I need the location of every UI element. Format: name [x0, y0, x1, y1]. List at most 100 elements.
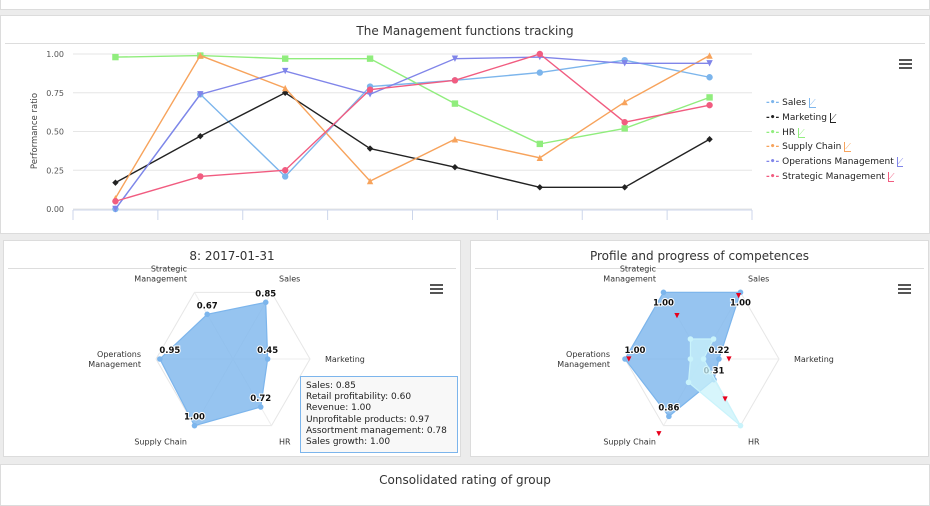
chart-title: The Management functions tracking — [356, 24, 574, 38]
label-line: Marketing — [794, 355, 834, 364]
triangle-down-marker — [366, 91, 374, 98]
tooltip-line: Assortment management: 0.78 — [306, 425, 447, 436]
y-tick-label: 0.50 — [46, 128, 64, 137]
tooltip-line: Revenue: 1.00 — [306, 403, 372, 414]
label-line: Operations — [566, 350, 610, 359]
trend-icon: ⟋ — [808, 98, 816, 108]
legend-item[interactable]: -•- Marketing ⟋ — [766, 111, 903, 126]
legend-label: Supply Chain — [782, 142, 842, 153]
data-label: 0.67 — [197, 301, 218, 311]
circle-marker — [710, 336, 717, 342]
radar-category-label: Marketing — [325, 355, 365, 364]
circle-marker — [666, 413, 672, 420]
data-label: 0.95 — [159, 346, 180, 356]
y-tick-label: 0.00 — [46, 205, 64, 214]
chart-menu-button[interactable] — [898, 284, 911, 294]
data-label: 1.00 — [625, 346, 646, 356]
tooltip: Sales: 0.85 Retail profitability: 0.60 R… — [300, 376, 458, 454]
radar-category-label: Marketing — [794, 355, 834, 364]
radar-category-label: HR — [279, 438, 291, 447]
circle-marker — [737, 422, 744, 429]
label-line: Management — [88, 360, 141, 369]
label-line: Supply Chain — [603, 438, 656, 447]
triangle-down-marker — [197, 91, 204, 98]
legend-item[interactable]: -•- HR ⟋ — [766, 126, 903, 141]
data-label: 0.85 — [255, 289, 276, 299]
legend-label: Sales — [782, 98, 807, 108]
tooltip-line: Sales growth: 1.00 — [306, 437, 391, 448]
square-marker — [536, 140, 544, 148]
label-line: HR — [279, 438, 291, 447]
data-label: 0.86 — [658, 403, 679, 413]
square-marker — [112, 53, 119, 61]
circle-marker — [281, 167, 289, 174]
legend-item[interactable]: -•- Operations Management ⟋ — [766, 155, 904, 170]
series-line — [115, 53, 710, 202]
legend-symbol: -•- — [766, 142, 780, 153]
line-chart-panel: The Management functions tracking — [0, 15, 930, 234]
circle-marker — [264, 356, 271, 362]
circle-marker — [621, 119, 628, 126]
diamond-marker — [451, 163, 459, 171]
circle-marker — [687, 336, 694, 342]
trend-icon: ⟋ — [844, 142, 851, 153]
label-line: Management — [557, 360, 610, 369]
triangle-down-marker — [726, 356, 732, 362]
triangle-down-marker — [722, 396, 728, 402]
circle-marker — [204, 311, 211, 318]
legend-item[interactable]: -•- Supply Chain ⟋ — [766, 140, 903, 155]
divider — [5, 43, 925, 44]
data-label: 0.22 — [708, 346, 729, 356]
y-tick-label: 0.75 — [46, 89, 64, 98]
label-line: Marketing — [325, 355, 365, 364]
series-line — [115, 91, 710, 189]
radar-category-label: Operations Management — [557, 350, 610, 369]
trend-icon: ⟋ — [896, 157, 904, 168]
circle-marker — [706, 101, 713, 109]
circle-marker — [366, 86, 374, 93]
panel-title: Consolidated rating of group — [379, 473, 551, 487]
square-marker — [621, 125, 628, 132]
circle-marker — [112, 198, 119, 205]
diamond-marker — [536, 184, 544, 191]
circle-marker — [257, 404, 264, 410]
legend-item[interactable]: -•- Sales ⟋ — [766, 96, 903, 111]
triangle-marker — [706, 52, 713, 59]
data-label: 1.00 — [653, 298, 674, 308]
chart-menu-button[interactable] — [430, 284, 443, 294]
radar-category-label: Operations Management — [88, 350, 141, 369]
triangle-marker — [197, 52, 204, 59]
triangle-down-marker — [735, 293, 742, 299]
chart-title: 8: 2017-01-31 — [189, 249, 275, 263]
y-tick-label: 0.25 — [46, 166, 64, 175]
trend-icon: ⟋ — [798, 127, 805, 138]
legend-symbol: -•- — [766, 98, 780, 108]
tooltip-line: Unprofitable products: 0.97 — [306, 414, 430, 425]
divider — [8, 268, 456, 269]
radar-category-label: Sales — [279, 274, 300, 283]
triangle-down-marker — [674, 313, 680, 319]
y-tick-label: 1.00 — [46, 50, 64, 59]
diamond-marker — [366, 145, 374, 152]
circle-marker — [281, 173, 289, 180]
diamond-marker — [197, 132, 204, 140]
legend-item[interactable]: -•- Strategic Management ⟋ — [766, 170, 903, 185]
circle-marker — [622, 356, 628, 362]
square-marker — [451, 100, 459, 107]
chart-menu-button[interactable] — [899, 59, 912, 69]
triangle-down-marker — [451, 55, 459, 62]
square-marker — [366, 55, 374, 62]
diamond-marker — [621, 184, 628, 191]
legend-symbol: -•- — [766, 127, 780, 138]
label-line: Strategic — [151, 264, 187, 273]
circle-marker — [660, 289, 667, 296]
chart-title: Profile and progress of competences — [589, 249, 810, 263]
label-line: Sales — [748, 274, 769, 283]
label-line: Supply Chain — [134, 438, 187, 447]
radar-category-label: Strategic Management — [603, 264, 656, 283]
diamond-marker — [706, 136, 713, 143]
divider — [475, 268, 924, 269]
label-line: Operations — [97, 350, 141, 359]
radar-category-label: Supply Chain — [603, 438, 656, 447]
